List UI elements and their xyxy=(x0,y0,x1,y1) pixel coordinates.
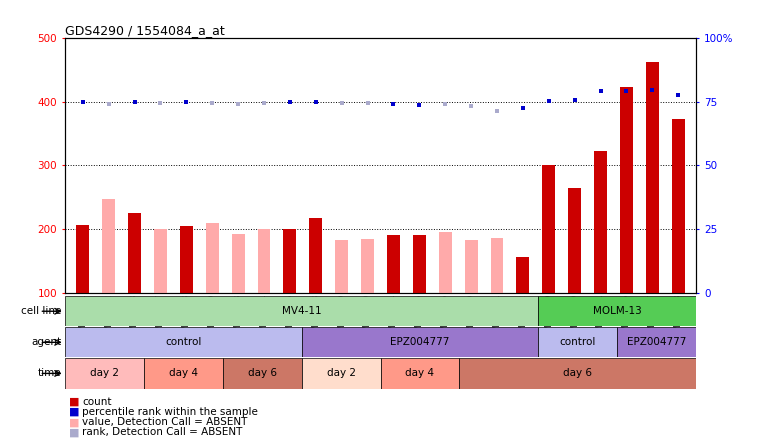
Bar xyxy=(309,218,322,293)
Text: control: control xyxy=(165,337,202,347)
Text: MOLM-13: MOLM-13 xyxy=(593,306,642,316)
Text: control: control xyxy=(559,337,596,347)
Bar xyxy=(517,257,530,293)
Bar xyxy=(128,213,141,293)
Text: count: count xyxy=(82,397,112,407)
Bar xyxy=(144,358,223,388)
Text: cell line: cell line xyxy=(21,306,62,316)
Bar xyxy=(65,358,144,388)
Bar xyxy=(257,229,270,293)
Text: day 2: day 2 xyxy=(326,369,355,378)
Bar xyxy=(102,198,115,293)
Text: percentile rank within the sample: percentile rank within the sample xyxy=(82,407,258,417)
Bar xyxy=(283,229,296,293)
Bar xyxy=(205,223,218,293)
Text: ■: ■ xyxy=(68,417,79,427)
Bar xyxy=(301,327,539,357)
Bar xyxy=(672,119,685,293)
Bar xyxy=(617,327,696,357)
Text: day 4: day 4 xyxy=(169,369,198,378)
Text: day 2: day 2 xyxy=(90,369,119,378)
Bar xyxy=(65,327,301,357)
Bar xyxy=(439,232,452,293)
Text: MV4-11: MV4-11 xyxy=(282,306,321,316)
Bar xyxy=(413,235,426,293)
Bar xyxy=(646,62,659,293)
Bar xyxy=(180,226,193,293)
Text: GDS4290 / 1554084_a_at: GDS4290 / 1554084_a_at xyxy=(65,24,224,36)
Bar xyxy=(539,296,696,326)
Bar xyxy=(335,240,348,293)
Bar xyxy=(568,188,581,293)
Bar xyxy=(361,239,374,293)
Text: ■: ■ xyxy=(68,397,79,407)
Text: time: time xyxy=(38,369,62,378)
Text: day 6: day 6 xyxy=(247,369,276,378)
Text: EPZ004777: EPZ004777 xyxy=(390,337,450,347)
Bar xyxy=(465,240,478,293)
Text: agent: agent xyxy=(31,337,62,347)
Text: ■: ■ xyxy=(68,407,79,417)
Text: rank, Detection Call = ABSENT: rank, Detection Call = ABSENT xyxy=(82,428,243,437)
Bar xyxy=(223,358,301,388)
Bar xyxy=(539,327,617,357)
Bar xyxy=(301,358,380,388)
Bar xyxy=(380,358,460,388)
Bar xyxy=(594,151,607,293)
Bar xyxy=(231,234,244,293)
Bar xyxy=(76,225,89,293)
Bar xyxy=(620,87,633,293)
Text: EPZ004777: EPZ004777 xyxy=(627,337,686,347)
Bar xyxy=(460,358,696,388)
Bar xyxy=(491,238,504,293)
Text: ■: ■ xyxy=(68,428,79,437)
Bar xyxy=(154,229,167,293)
Bar xyxy=(387,235,400,293)
Text: day 6: day 6 xyxy=(563,369,592,378)
Text: day 4: day 4 xyxy=(406,369,435,378)
Text: value, Detection Call = ABSENT: value, Detection Call = ABSENT xyxy=(82,417,247,427)
Bar xyxy=(65,296,539,326)
Bar xyxy=(543,165,556,293)
